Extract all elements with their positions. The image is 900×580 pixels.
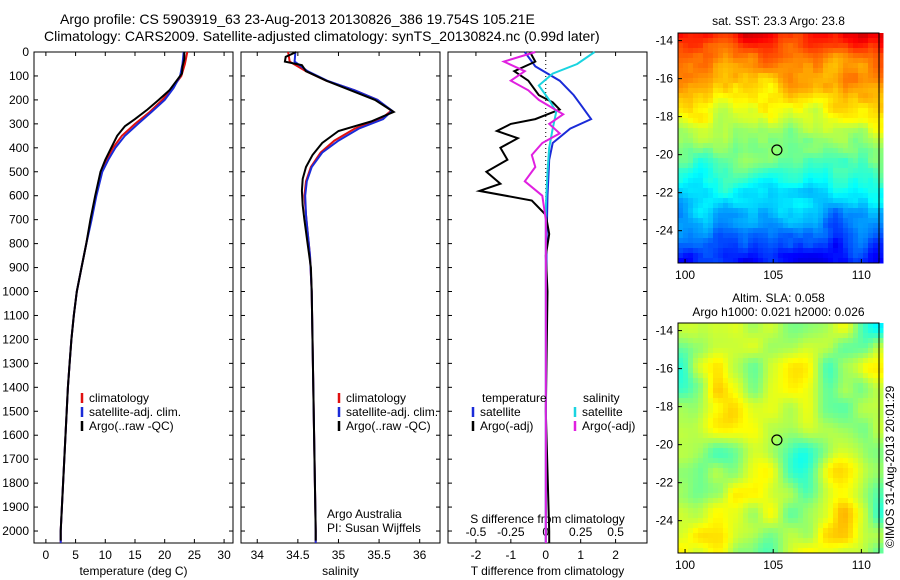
temperature-legend-label: Argo(..raw -QC) xyxy=(89,419,174,433)
x-tick-label: 34.5 xyxy=(286,548,310,562)
map-y-tick-label: -18 xyxy=(656,110,674,124)
y-tick-label: 800 xyxy=(9,237,29,251)
argo-position-marker xyxy=(771,434,783,446)
map-y-tick-label: -24 xyxy=(656,224,674,238)
y-tick-label: 1400 xyxy=(2,380,29,394)
x-tick-label: -2 xyxy=(471,548,482,562)
sla-map-subtitle: Argo h1000: 0.021 h2000: 0.026 xyxy=(692,305,864,319)
argo-position-marker xyxy=(771,144,783,156)
x-tick-label: 35 xyxy=(332,548,346,562)
map-y-tick-label: -22 xyxy=(656,186,674,200)
diff-legend-title: temperature xyxy=(482,391,547,405)
y-tick-label: 700 xyxy=(9,213,29,227)
y-tick-label: 600 xyxy=(9,189,29,203)
x-tick-label: 2 xyxy=(612,548,619,562)
map-x-tick-label: 105 xyxy=(763,268,783,282)
x-tick-label: 1 xyxy=(577,548,584,562)
y-tick-label: 1700 xyxy=(2,452,29,466)
x-tick-label: 35.5 xyxy=(367,548,391,562)
temperature-legend-label: satellite-adj. clim. xyxy=(89,405,181,419)
x-tick-label: 30 xyxy=(217,548,231,562)
map-y-tick-label: -22 xyxy=(656,476,674,490)
figure-title-line1: Argo profile: CS 5903919_63 23-Aug-2013 … xyxy=(60,11,535,27)
map-y-tick-label: -14 xyxy=(656,34,674,48)
map-x-tick-label: 100 xyxy=(675,268,695,282)
y-tick-label: 1800 xyxy=(2,476,29,490)
salinity-legend-label: satellite-adj. clim. xyxy=(346,405,438,419)
y-tick-label: 2000 xyxy=(2,524,29,538)
y-tick-label: 500 xyxy=(9,165,29,179)
y-tick-label: 200 xyxy=(9,93,29,107)
imos-credit: ©IMOS 31-Aug-2013 20:01:29 xyxy=(883,385,897,548)
x-tick-label: 0 xyxy=(43,548,50,562)
x-axis-label: salinity xyxy=(322,564,359,578)
x-tick-label: 34 xyxy=(251,548,265,562)
x-tick-label: 10 xyxy=(99,548,113,562)
salinity-annotation: Argo Australia xyxy=(327,507,402,521)
salinity-legend-label: Argo(..raw -QC) xyxy=(346,419,431,433)
top-axis-label: S difference from climatology xyxy=(470,512,625,526)
diff-legend-title: salinity xyxy=(583,391,620,405)
map-frame xyxy=(677,322,880,554)
map-x-tick-label: 105 xyxy=(763,558,783,572)
map-y-tick-label: -16 xyxy=(656,72,674,86)
map-sla_map: 100 105 110 -14 -16 -18 -20 -22 -24 xyxy=(656,322,884,572)
top-tick-label: 0.25 xyxy=(569,525,593,539)
top-tick-label: -0.5 xyxy=(466,525,487,539)
x-tick-label: -1 xyxy=(506,548,517,562)
x-axis-label: temperature (deg C) xyxy=(79,564,187,578)
sst-map-title: sat. SST: 23.3 Argo: 23.8 xyxy=(712,14,845,28)
y-tick-label: 300 xyxy=(9,117,29,131)
diff-legend-label: satellite xyxy=(480,405,521,419)
map-x-tick-label: 100 xyxy=(675,558,695,572)
map-y-tick-label: -24 xyxy=(656,514,674,528)
x-tick-label: 5 xyxy=(72,548,79,562)
x-tick-label: 25 xyxy=(188,548,202,562)
map-y-tick-label: -20 xyxy=(656,438,674,452)
y-tick-label: 1000 xyxy=(2,285,29,299)
map-frame xyxy=(677,32,880,264)
x-tick-label: 15 xyxy=(128,548,142,562)
y-tick-label: 1100 xyxy=(3,308,29,322)
panel-frame-salinity xyxy=(240,51,441,544)
diff-legend-label: Argo(-adj) xyxy=(582,419,635,433)
map-y-tick-label: -16 xyxy=(656,362,674,376)
top-tick-label: 0.5 xyxy=(607,525,624,539)
y-tick-label: 1500 xyxy=(2,404,29,418)
map-x-tick-label: 110 xyxy=(852,268,871,282)
panel-frame-temperature xyxy=(33,51,234,544)
y-tick-label: 100 xyxy=(9,69,29,83)
y-tick-label: 1300 xyxy=(2,356,29,370)
y-tick-label: 1600 xyxy=(2,428,29,442)
y-tick-label: 1200 xyxy=(2,332,29,346)
map-sst_map: 100 105 110 -14 -16 -18 -20 -22 -24 xyxy=(656,32,884,282)
figure-title-line2: Climatology: CARS2009. Satellite-adjuste… xyxy=(44,28,600,44)
series-line-argo-raw-qc- xyxy=(59,52,186,541)
top-tick-label: -0.25 xyxy=(497,525,525,539)
diff-legend-label: Argo(-adj) xyxy=(480,419,533,433)
sla-map-title: Altim. SLA: 0.058 xyxy=(732,291,825,305)
x-tick-label: 36 xyxy=(413,548,427,562)
y-tick-label: 400 xyxy=(9,141,29,155)
map-y-tick-label: -14 xyxy=(656,324,674,338)
y-tick-label: 1900 xyxy=(2,500,29,514)
y-tick-label: 0 xyxy=(22,45,29,59)
series-line-argo-raw-qc- xyxy=(283,51,396,541)
diff-legend-label: satellite xyxy=(582,405,623,419)
x-tick-label: 20 xyxy=(158,548,172,562)
series-line-salinity-argo-adj- xyxy=(501,51,566,543)
y-tick-label: 900 xyxy=(9,261,29,275)
map-x-tick-label: 110 xyxy=(852,558,871,572)
salinity-legend-label: climatology xyxy=(346,391,406,405)
salinity-annotation: PI: Susan Wijffels xyxy=(327,521,421,535)
map-y-tick-label: -18 xyxy=(656,400,674,414)
temperature-legend-label: climatology xyxy=(89,391,149,405)
map-y-tick-label: -20 xyxy=(656,148,674,162)
x-tick-label: 0 xyxy=(542,548,549,562)
x-axis-label: T difference from climatology xyxy=(471,564,625,578)
